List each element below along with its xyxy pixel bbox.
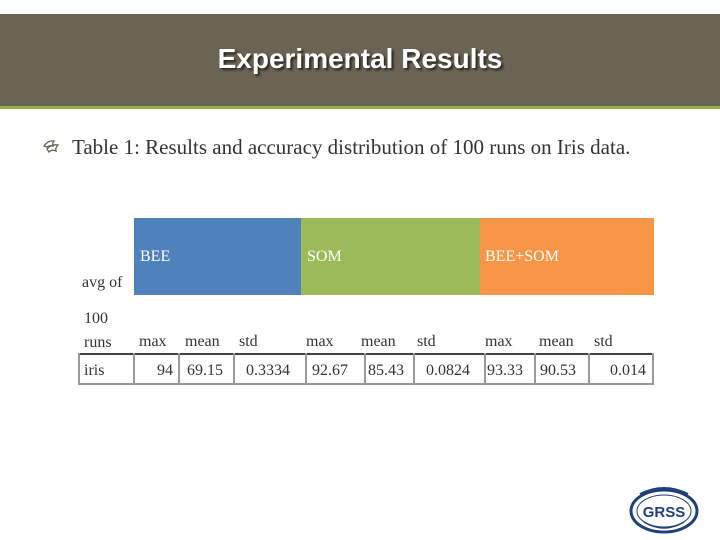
col-border [78,353,80,385]
col-border [178,353,180,385]
col-border [652,353,654,385]
table-caption: Table 1: Results and accuracy distributi… [72,135,631,159]
col-border [534,353,536,385]
group-header-bee: BEE [134,218,301,295]
title-bar: Experimental Results [0,14,720,109]
subheader-bee-som-mean: mean [539,333,574,350]
value-som-std: 0.0824 [426,362,470,379]
value-bee-mean: 69.15 [187,362,223,379]
col-border [305,353,307,385]
col-border [413,353,415,385]
subheader-bee-som-max: max [485,333,513,350]
subheader-bee-max: max [139,333,167,350]
subheader-bee-mean: mean [185,333,220,350]
col-border [364,353,366,385]
value-som-max: 92.67 [312,362,348,379]
group-label-bee-som: BEE+SOM [485,248,559,265]
bullet-icon [42,140,60,154]
group-header-som: SOM [301,218,480,295]
logo-text: GRSS [643,504,686,521]
subheader-som-std: std [417,333,436,350]
slide-title: Experimental Results [217,43,503,74]
row-header-bottom: 100 runs [84,310,112,351]
row-header-top: avg of [82,274,123,291]
group-label-bee: BEE [140,248,171,265]
value-bee-som-mean: 90.53 [540,362,576,379]
value-bee-som-max: 93.33 [487,362,523,379]
subheader-som-mean: mean [361,333,396,350]
value-bee-som-std: 0.014 [610,362,646,379]
row-name: iris [84,362,105,379]
col-border [588,353,590,385]
subheader-bee-std: std [239,333,258,350]
col-border [133,353,135,385]
title-underline [0,106,720,109]
col-border [233,353,235,385]
subheader-bee-som-std: std [594,333,613,350]
row-top-border [78,353,654,355]
group-header-bee-som: BEE+SOM [480,218,654,295]
group-label-som: SOM [307,248,342,265]
row-bottom-border [78,383,654,385]
value-bee-max: 94 [157,362,173,379]
value-som-mean: 85.43 [368,362,404,379]
grss-logo-icon: GRSS [629,487,699,534]
subheader-som-max: max [306,333,334,350]
value-bee-std: 0.3334 [246,362,290,379]
col-border [484,353,486,385]
